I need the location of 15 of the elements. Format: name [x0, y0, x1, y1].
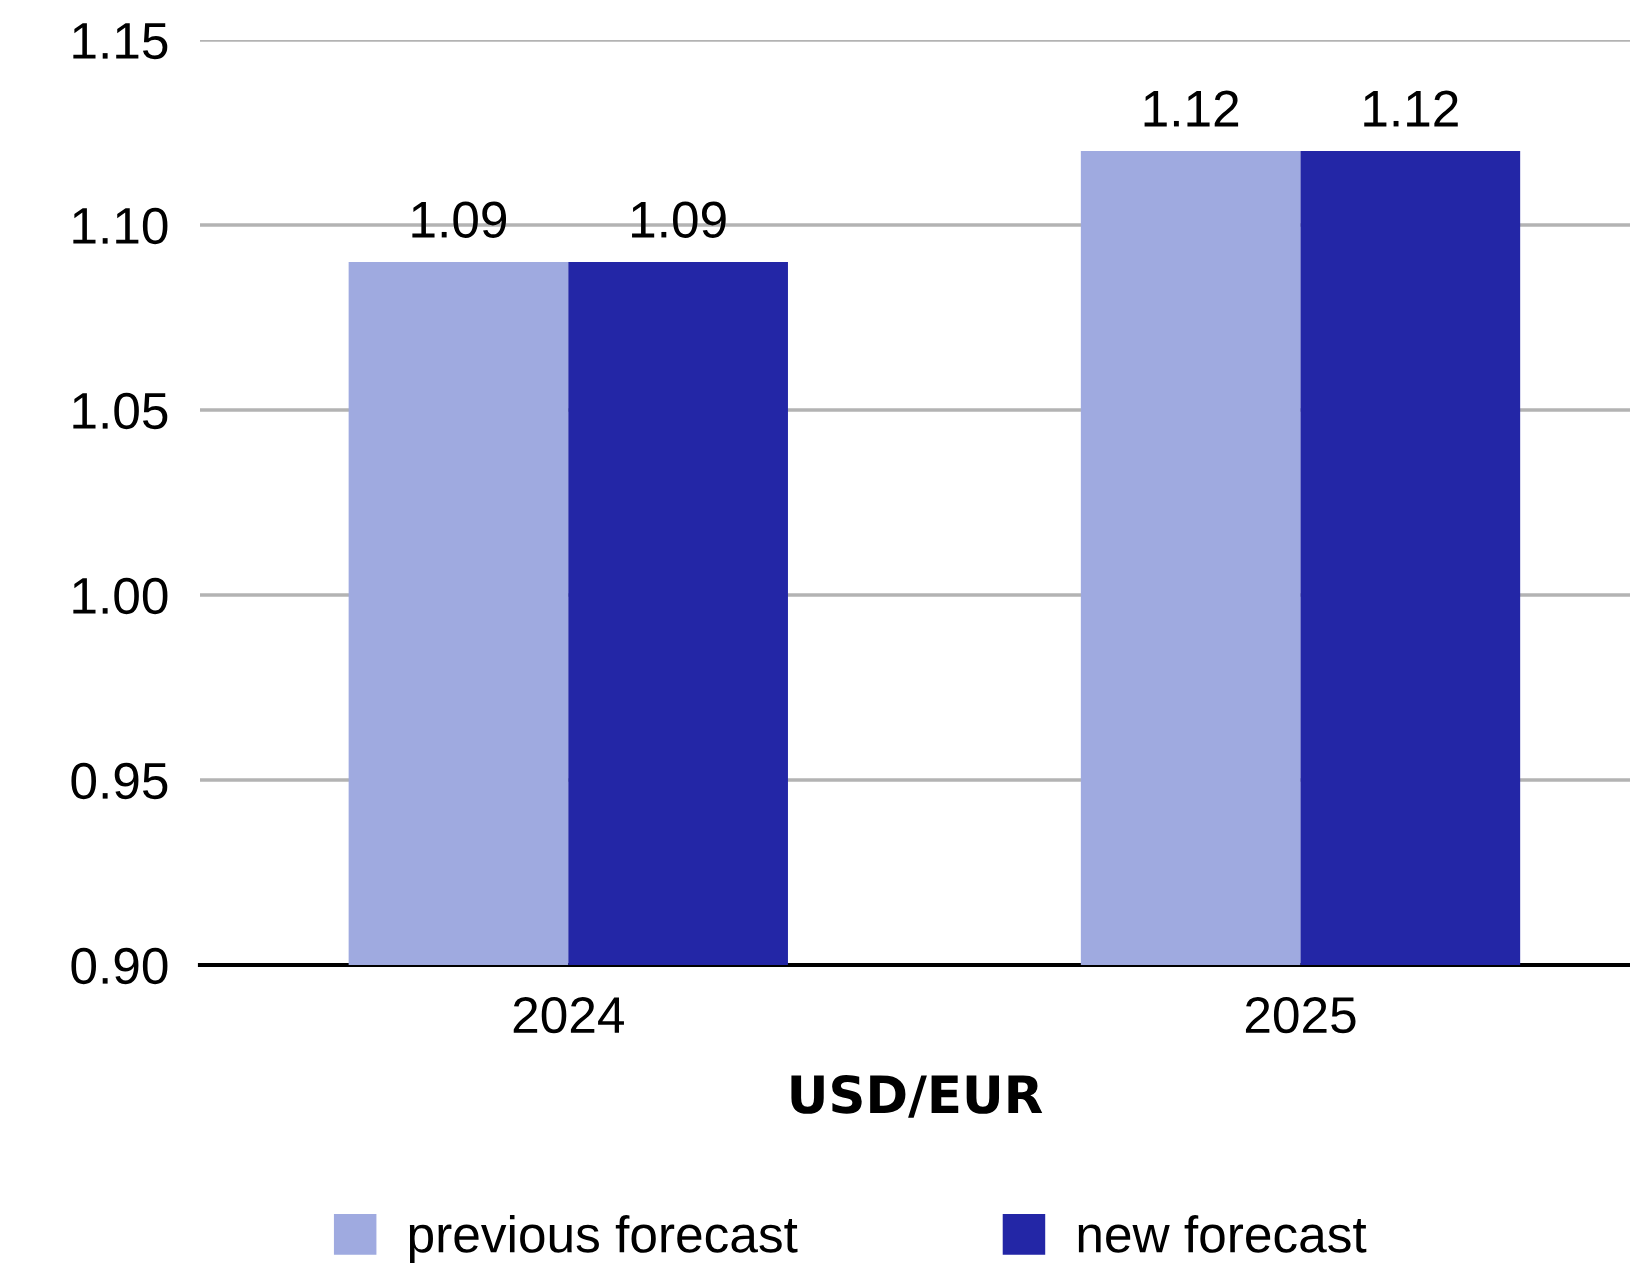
y-tick-label: 1.15 — [73, 23, 168, 60]
y-tick-label: 1.00 — [73, 577, 168, 615]
data-label: 1.09 — [632, 201, 726, 238]
legend-label: previous forecast — [409, 1215, 798, 1263]
y-tick-label: 1.05 — [73, 392, 168, 430]
data-label: 1.12 — [1364, 90, 1458, 127]
data-label: 1.12 — [1144, 90, 1239, 127]
y-tick-label: 1.10 — [73, 207, 168, 245]
x-tick-label: 2025 — [1245, 996, 1356, 1034]
y-tick-label: 0.90 — [71, 947, 168, 985]
x-axis-title: USD/EUR — [791, 1074, 1043, 1118]
y-tick-label: 0.95 — [71, 762, 168, 800]
x-tick-label: 2024 — [513, 996, 624, 1034]
legend-label: new forecast — [1078, 1215, 1367, 1253]
data-label: 1.09 — [412, 201, 507, 238]
